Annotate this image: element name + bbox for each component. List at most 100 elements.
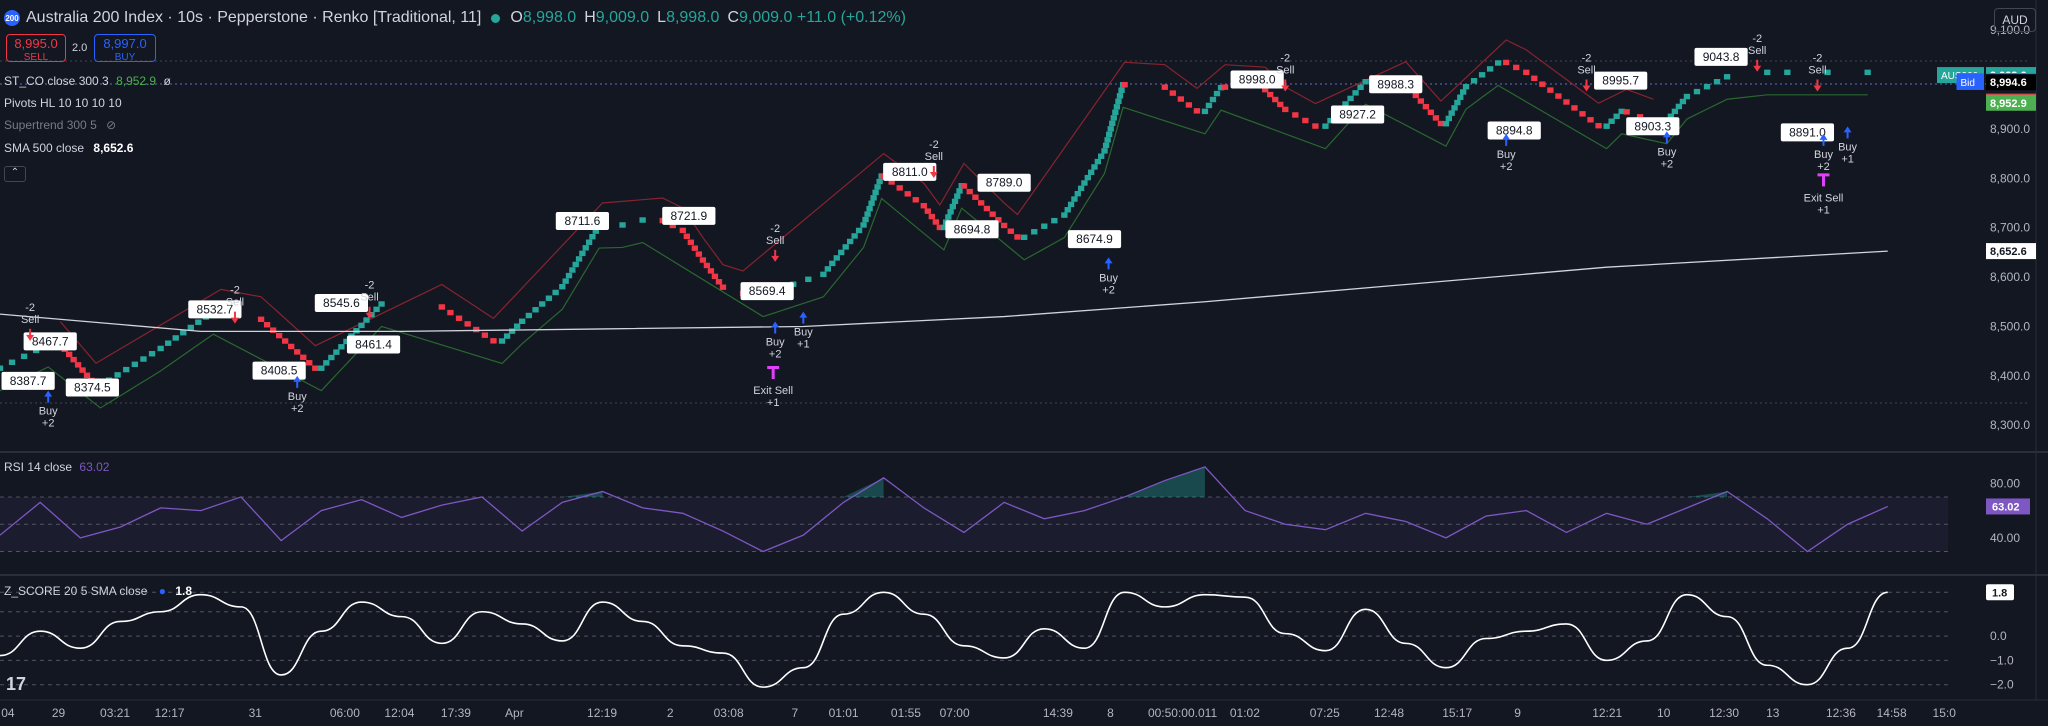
renko-brick (1101, 148, 1108, 154)
signal-label: -2 (1813, 53, 1823, 65)
renko-brick (195, 319, 202, 325)
renko-brick (585, 239, 593, 245)
pivot-label-box (1, 371, 55, 390)
indicator-zscore[interactable]: Z_SCORE 20 5 SMA close ● 1.8 (4, 584, 192, 598)
indicator-pivots[interactable]: Pivots HL 10 10 10 10 (4, 96, 122, 110)
renko-brick (373, 306, 380, 313)
renko-brick (1262, 86, 1269, 93)
renko-brick (1106, 131, 1113, 138)
renko-brick (1302, 117, 1309, 124)
renko-brick (1470, 78, 1478, 84)
pivot-label: 8387.7 (10, 374, 47, 388)
collapse-legend-button[interactable]: ⌃ (4, 166, 26, 182)
price-axis-tick: 8,800.0 (1990, 171, 2030, 185)
renko-brick (928, 213, 935, 220)
eye-off-icon[interactable]: ⊘ (106, 118, 117, 132)
time-axis-label: 31 (249, 706, 263, 720)
renko-brick (306, 360, 313, 366)
renko-brick (687, 239, 694, 245)
time-axis-label: 12:19 (587, 706, 617, 720)
renko-brick (947, 209, 954, 215)
renko-brick (949, 203, 956, 210)
pivot-label-box (555, 211, 609, 230)
buy-button[interactable]: 8,997.0 BUY (94, 34, 156, 63)
sell-arrow-icon (1582, 79, 1591, 92)
renko-brick (498, 338, 506, 344)
indicator-supertrend[interactable]: Supertrend 300 5 ⊘ (4, 118, 116, 132)
pivot-label-box (740, 282, 794, 301)
renko-brick (592, 228, 599, 234)
time-axis-label: 10 (1657, 706, 1671, 720)
symbol-title[interactable]: Australia 200 Index · 10s · Pepperstone … (26, 9, 482, 26)
renko-brick (1177, 96, 1185, 102)
price-tag: 8,994.6 (1990, 77, 2027, 89)
renko-brick (1571, 105, 1578, 111)
time-axis-label: 12:17 (155, 706, 185, 720)
renko-brick (1595, 122, 1602, 129)
indicator-st-co[interactable]: ST_CO close 300 3 8,952.9 ø (4, 74, 171, 88)
pivot-label-box (1780, 123, 1835, 142)
pivot-label-box (1067, 230, 1122, 249)
currency-selector[interactable]: AUD (1994, 8, 2036, 32)
indicator-sma[interactable]: SMA 500 close 8,652.6 (4, 141, 133, 155)
time-axis-label: 12:36 (1826, 706, 1856, 720)
renko-brick (131, 361, 138, 368)
renko-brick (1486, 66, 1494, 72)
renko-brick (1636, 114, 1644, 120)
signal-label: Buy (39, 406, 58, 418)
signal-sublabel: +2 (1661, 158, 1674, 170)
renko-brick (0, 365, 4, 371)
sell-arrow-icon (230, 311, 239, 324)
renko-brick (983, 205, 991, 212)
renko-brick (1282, 106, 1289, 113)
renko-brick (936, 224, 944, 231)
renko-brick (1579, 111, 1586, 117)
renko-brick (691, 245, 699, 251)
signal-sublabel: Sell (1748, 45, 1766, 57)
renko-brick (300, 354, 307, 361)
renko-brick (83, 372, 91, 378)
renko-brick (1091, 164, 1098, 170)
signal-sublabel: Sell (1577, 65, 1595, 77)
renko-brick (1445, 115, 1452, 122)
renko-brick (503, 333, 511, 339)
price-axis-tick: 8,400.0 (1990, 369, 2030, 383)
pivot-label: 8891.0 (1789, 125, 1826, 139)
signal-sublabel: Sell (360, 292, 378, 304)
renko-brick (912, 197, 919, 203)
renko-brick (1764, 69, 1771, 76)
renko-brick (1064, 207, 1071, 213)
time-axis-label: 01:01 (829, 706, 859, 720)
ohlc-key-o: O (510, 9, 523, 26)
pivot-label: 8903.3 (1634, 119, 1671, 133)
renko-brick (1113, 104, 1121, 110)
renko-brick (1007, 228, 1014, 234)
sell-arrow-icon (929, 165, 938, 178)
pivot-label: 8461.4 (355, 338, 392, 352)
renko-brick (1051, 217, 1058, 224)
signal-sublabel: +1 (767, 397, 780, 409)
renko-brick (140, 356, 147, 362)
renko-brick (1608, 118, 1615, 124)
renko-brick (820, 271, 827, 278)
renko-brick (66, 351, 73, 358)
renko-brick (870, 195, 877, 201)
renko-brick (1539, 81, 1546, 87)
sell-button[interactable]: 8,995.0 SELL (6, 34, 66, 63)
ohlc-value-h: 9,009.0 (595, 9, 650, 26)
indicator-sma-label: SMA 500 close (4, 141, 85, 155)
pivot-label: 8789.0 (986, 176, 1023, 190)
time-axis-label: 00:50:00.011 (1148, 706, 1218, 720)
time-axis-label: 7 (792, 706, 799, 720)
renko-brick (1342, 101, 1349, 107)
time-axis-label: 13 (1766, 706, 1780, 720)
indicator-rsi[interactable]: RSI 14 close 63.02 (4, 460, 109, 474)
renko-brick (579, 250, 586, 257)
renko-brick (1081, 180, 1088, 186)
sell-arrow-icon (1753, 59, 1762, 72)
renko-brick (824, 266, 832, 272)
time-axis-label: 07:25 (1310, 706, 1340, 720)
renko-brick (1723, 74, 1731, 80)
renko-brick (1074, 190, 1081, 197)
